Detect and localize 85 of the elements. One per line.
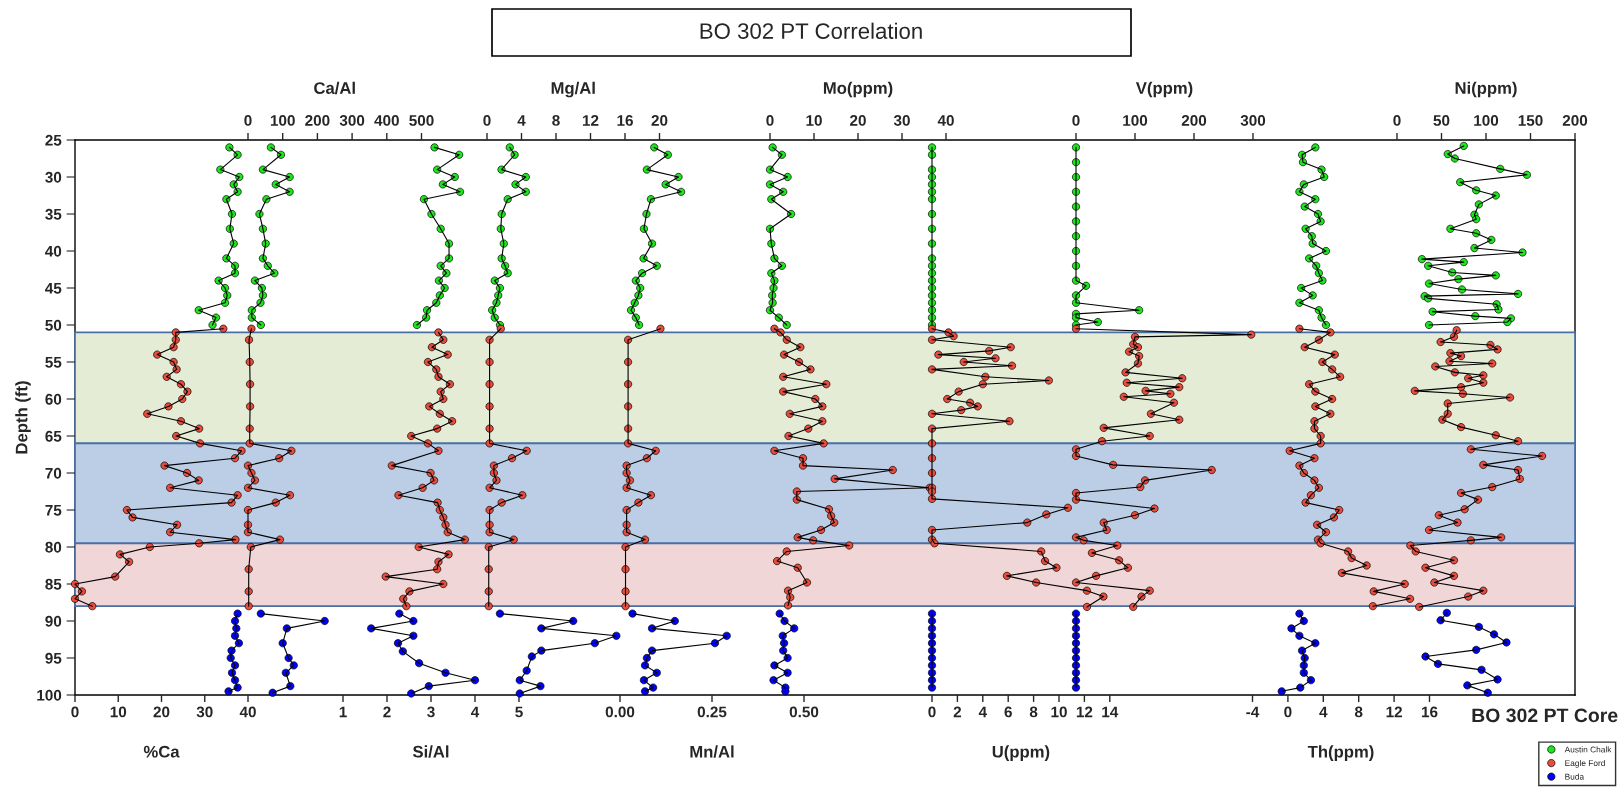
- x-axis-title: Si/Al: [412, 745, 449, 758]
- legend-label: Buda: [1565, 773, 1585, 780]
- x-tick-label: 500: [409, 115, 434, 126]
- y-tick-label: 90: [45, 615, 62, 627]
- y-tick-label: 100: [37, 689, 62, 701]
- y-tick-label: 30: [45, 171, 62, 183]
- x-tick-label: 6: [1004, 706, 1012, 718]
- x-tick-label: 200: [1562, 115, 1588, 126]
- x-tick-label: 3: [427, 706, 435, 718]
- x-tick-label: 100: [270, 115, 295, 126]
- x-tick-label: 2: [383, 706, 391, 718]
- y-tick-label: 45: [45, 283, 62, 294]
- x-tick-label: 300: [1240, 115, 1266, 126]
- y-tick-label: 75: [45, 505, 62, 516]
- x-tick-label: 100: [1474, 115, 1499, 126]
- x-tick-label: 20: [153, 706, 170, 718]
- y-tick-label: 50: [45, 319, 62, 331]
- x-tick-label: 10: [806, 115, 822, 126]
- x-tick-label: 2: [953, 706, 962, 718]
- x-tick-label: 200: [305, 115, 330, 126]
- chart-title: BO 302 PT Correlation: [700, 22, 922, 39]
- x-tick-label: 10: [1051, 706, 1067, 718]
- x-tick-label: 12: [1386, 706, 1402, 718]
- x-tick-label: 14: [1102, 706, 1119, 718]
- x-axis-title: Th(ppm): [1307, 745, 1374, 761]
- x-axis-title: %Ca: [143, 745, 180, 758]
- x-axis-title: U(ppm): [992, 745, 1050, 761]
- x-tick-label: 0.00: [605, 706, 635, 718]
- x-tick-label: 100: [1123, 115, 1148, 126]
- x-tick-label: 20: [651, 115, 668, 126]
- x-tick-label: 30: [196, 706, 213, 718]
- x-tick-label: 30: [893, 115, 910, 126]
- y-tick-label: 70: [45, 467, 62, 479]
- x-tick-label: 4: [517, 115, 526, 126]
- x-tick-label: 200: [1181, 115, 1207, 126]
- x-tick-label: 10: [110, 706, 127, 718]
- x-tick-label: 150: [1518, 115, 1543, 126]
- x-tick-label: 5: [515, 706, 523, 718]
- x-tick-label: 50: [1433, 115, 1450, 126]
- x-tick-label: 8: [1354, 706, 1363, 718]
- y-tick-label: 35: [45, 208, 62, 220]
- x-tick-label: 40: [937, 115, 954, 126]
- x-tick-label: 0: [766, 115, 774, 126]
- x-axis-title: Mn/Al: [690, 745, 734, 758]
- x-tick-label: 0: [928, 706, 936, 718]
- x-axis-title: V(ppm): [1135, 81, 1193, 98]
- x-tick-label: 1: [339, 706, 347, 718]
- x-axis-title: Ca/Al: [314, 81, 355, 95]
- x-tick-label: 8: [1029, 706, 1038, 718]
- y-tick-label: 55: [45, 357, 62, 368]
- x-tick-label: 0.50: [789, 706, 819, 718]
- legend-label: Austin Chalk: [1564, 746, 1612, 753]
- y-tick-label: 60: [45, 393, 62, 405]
- y-tick-label: 25: [45, 134, 62, 146]
- legend-label: Eagle Ford: [1565, 759, 1605, 768]
- x-axis-title: Mg/Al: [551, 81, 595, 98]
- x-tick-label: 400: [374, 115, 399, 126]
- y-tick-label: 80: [45, 541, 62, 553]
- y-tick-label: 85: [45, 578, 62, 590]
- x-tick-label: 0: [244, 115, 252, 126]
- y-tick-label: 95: [45, 652, 62, 664]
- x-axis-title: Ni(ppm): [1455, 81, 1517, 98]
- x-tick-label: 40: [239, 706, 256, 718]
- x-tick-label: 4: [1319, 706, 1328, 718]
- x-tick-label: 16: [1421, 706, 1438, 718]
- y-tick-label: 65: [45, 430, 62, 442]
- text: BO 302 PT Core: [1472, 708, 1618, 723]
- x-tick-label: 0: [483, 115, 491, 126]
- x-tick-label: 8: [552, 115, 560, 126]
- x-tick-label: 16: [617, 115, 633, 126]
- x-tick-label: 0: [1393, 115, 1401, 126]
- x-tick-label: 12: [1076, 706, 1093, 718]
- x-tick-label: 0: [71, 706, 79, 718]
- x-tick-label: 20: [850, 115, 866, 126]
- x-tick-label: -4: [1246, 706, 1260, 718]
- x-axis-title: Mo(ppm): [823, 81, 893, 98]
- y-axis-title: Depth (ft): [15, 381, 31, 454]
- x-tick-label: 0: [1284, 706, 1292, 718]
- x-tick-label: 4: [470, 706, 480, 718]
- x-tick-label: 0: [1072, 115, 1080, 126]
- y-tick-label: 40: [45, 245, 62, 257]
- x-tick-label: 4: [978, 706, 987, 718]
- x-tick-label: 300: [339, 115, 365, 126]
- x-tick-label: 12: [582, 115, 599, 126]
- x-tick-label: 0.25: [697, 706, 727, 718]
